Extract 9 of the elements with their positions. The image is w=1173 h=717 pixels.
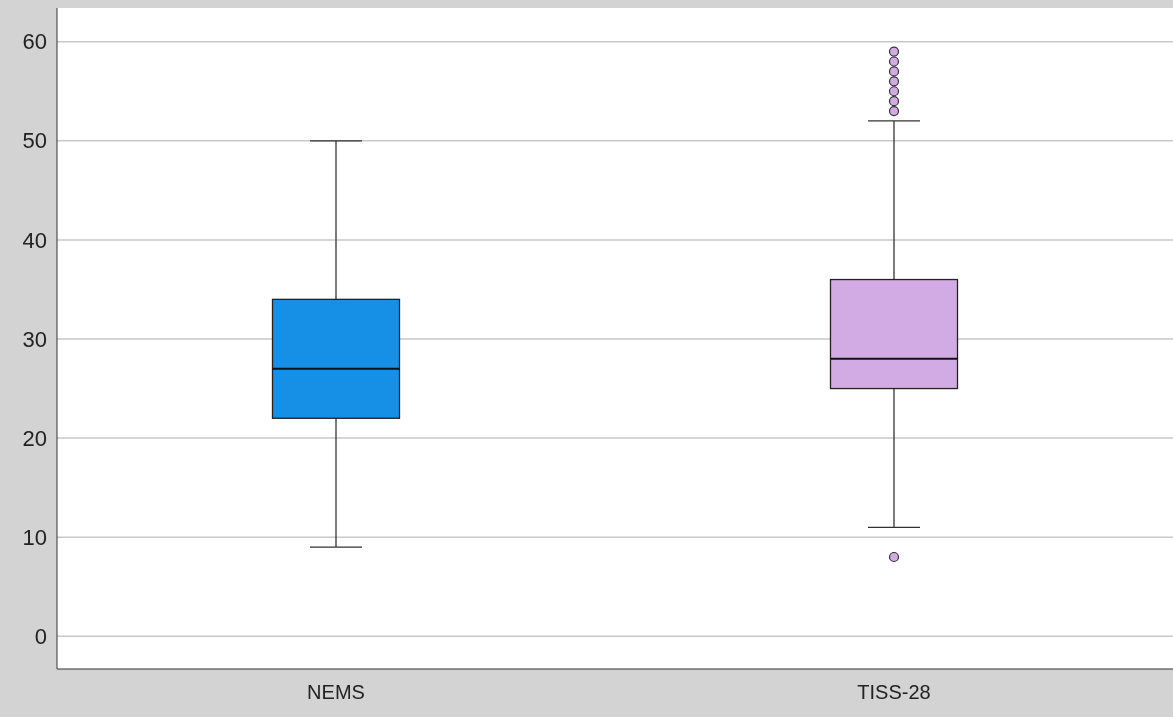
y-tick-label: 60 <box>22 29 47 55</box>
y-tick-label: 50 <box>22 128 47 154</box>
x-tick-label: TISS-28 <box>857 681 931 703</box>
y-tick-label: 30 <box>22 326 47 352</box>
y-tick-label: 0 <box>34 624 47 649</box>
y-tick-label: 20 <box>22 425 47 451</box>
x-tick-label: NEMS <box>307 681 365 703</box>
y-tick-label: 40 <box>22 227 47 253</box>
y-tick-label: 10 <box>22 524 47 550</box>
